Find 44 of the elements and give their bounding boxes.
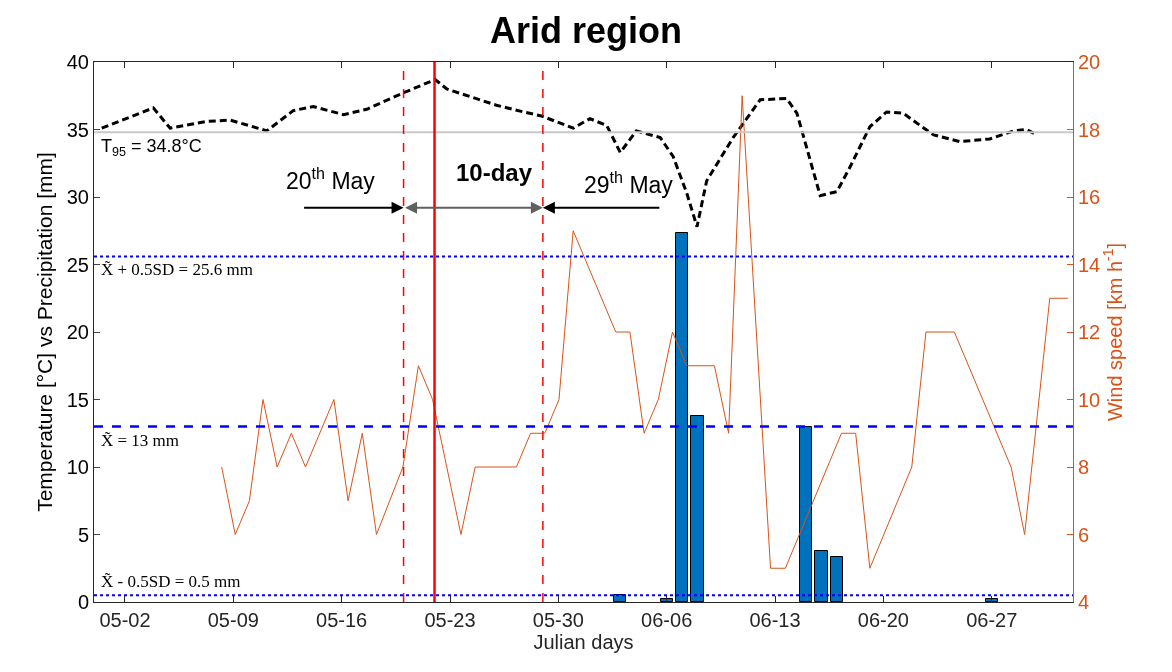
- y2-tick-label: 14: [1078, 253, 1101, 276]
- y-tick-label: 30: [66, 186, 89, 208]
- bar: [675, 232, 688, 602]
- y-tick-label: 15: [66, 388, 89, 411]
- x-tick-label: 05-02: [99, 609, 151, 631]
- y2-tick-label: 18: [1078, 118, 1101, 141]
- annotation: 29$^{th}$ May: [584, 168, 674, 198]
- y2-tick-label: 20: [1078, 51, 1101, 73]
- annotation: 20$^{th}$ May: [286, 164, 376, 194]
- y-tick-label: 35: [66, 118, 89, 141]
- x-tick-label: 05-23: [424, 609, 476, 631]
- y2-tick-label: 10: [1078, 388, 1101, 411]
- y2-tick-label: 16: [1078, 186, 1101, 208]
- y2-tick-label: 4: [1078, 591, 1090, 613]
- y2-tick-label: 8: [1078, 456, 1090, 478]
- ref-line-label: X̃ - 0.5SD = 0.5 mm: [101, 572, 241, 591]
- x-tick-label: 06-27: [966, 609, 1018, 631]
- ref-line-label: X̃ + 0.5SD = 25.6 mm: [101, 260, 253, 279]
- bar: [814, 550, 828, 602]
- bar: [985, 598, 998, 602]
- chart-title: Arid region: [489, 9, 683, 51]
- x-tick-label: 05-30: [532, 609, 584, 631]
- y-tick-label: 25: [66, 253, 89, 276]
- bar: [799, 426, 812, 602]
- x-tick-label: 06-13: [749, 609, 801, 631]
- x-axis-title: Julian days: [533, 631, 634, 653]
- bar: [690, 415, 704, 602]
- y2-tick-label: 12: [1078, 321, 1101, 343]
- x-tick-label: 06-06: [641, 609, 693, 631]
- x-tick-label: 05-09: [207, 609, 259, 631]
- annotation: 10-day: [456, 159, 533, 186]
- bar: [830, 556, 843, 602]
- y-axis-title: Temperature [°C] vs Precipitation [mm]: [32, 152, 56, 512]
- y-tick-label: 10: [66, 456, 89, 478]
- y-tick-label: 20: [66, 321, 89, 343]
- y2-tick-label: 6: [1078, 523, 1090, 546]
- y-tick-label: 40: [66, 51, 89, 73]
- ref-line-label: X̃ = 13 mm: [101, 431, 180, 450]
- bar: [660, 598, 673, 602]
- y-tick-label: 5: [77, 523, 89, 546]
- x-tick-label: 05-16: [316, 609, 368, 631]
- ref-line-label: T$_{95}$ = 34.8°C: [101, 136, 202, 159]
- x-tick-label: 06-20: [857, 609, 909, 631]
- y-tick-label: 0: [77, 591, 89, 613]
